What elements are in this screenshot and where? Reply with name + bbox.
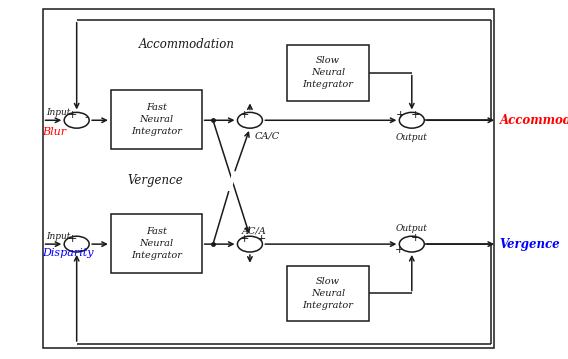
Text: -: -: [79, 244, 83, 257]
Text: Fast: Fast: [146, 103, 166, 112]
Text: +: +: [240, 110, 249, 120]
Bar: [43, 9, 494, 348]
Text: Integrator: Integrator: [131, 127, 182, 136]
Text: Integrator: Integrator: [303, 80, 353, 89]
Text: Slow: Slow: [316, 277, 340, 286]
Text: +: +: [411, 109, 420, 120]
Text: Fast: Fast: [146, 227, 166, 236]
Text: -: -: [85, 111, 89, 124]
Text: Neural: Neural: [139, 239, 173, 248]
Text: Accommodation: Accommodation: [139, 38, 235, 51]
Text: AC/A: AC/A: [241, 226, 266, 235]
Text: Disparity: Disparity: [42, 248, 94, 258]
Circle shape: [237, 112, 262, 128]
Text: +: +: [257, 234, 266, 244]
Text: +: +: [240, 234, 249, 244]
Circle shape: [64, 112, 89, 128]
Text: Vergence: Vergence: [128, 174, 183, 187]
Circle shape: [399, 112, 424, 128]
Bar: [287, 266, 369, 321]
Bar: [287, 45, 369, 101]
Text: +: +: [68, 110, 77, 120]
Text: Input: Input: [47, 232, 71, 241]
Circle shape: [237, 236, 262, 252]
Text: Neural: Neural: [311, 68, 345, 77]
Text: Neural: Neural: [139, 115, 173, 124]
Circle shape: [399, 236, 424, 252]
Bar: [111, 90, 202, 149]
Text: Neural: Neural: [311, 289, 345, 298]
Text: +: +: [396, 109, 405, 120]
Text: Accommodation: Accommodation: [500, 114, 568, 127]
Text: Output: Output: [396, 224, 428, 233]
Text: +: +: [411, 233, 420, 243]
Text: Integrator: Integrator: [131, 251, 182, 260]
Bar: [111, 214, 202, 273]
Text: Input: Input: [47, 108, 71, 117]
Text: +: +: [68, 234, 77, 244]
Text: Blur: Blur: [43, 127, 66, 137]
Text: Vergence: Vergence: [500, 238, 561, 251]
Text: CA/C: CA/C: [254, 132, 279, 141]
Text: Slow: Slow: [316, 56, 340, 65]
Text: Integrator: Integrator: [303, 301, 353, 310]
Text: +: +: [395, 245, 404, 255]
Text: Output: Output: [396, 133, 428, 142]
Circle shape: [64, 236, 89, 252]
